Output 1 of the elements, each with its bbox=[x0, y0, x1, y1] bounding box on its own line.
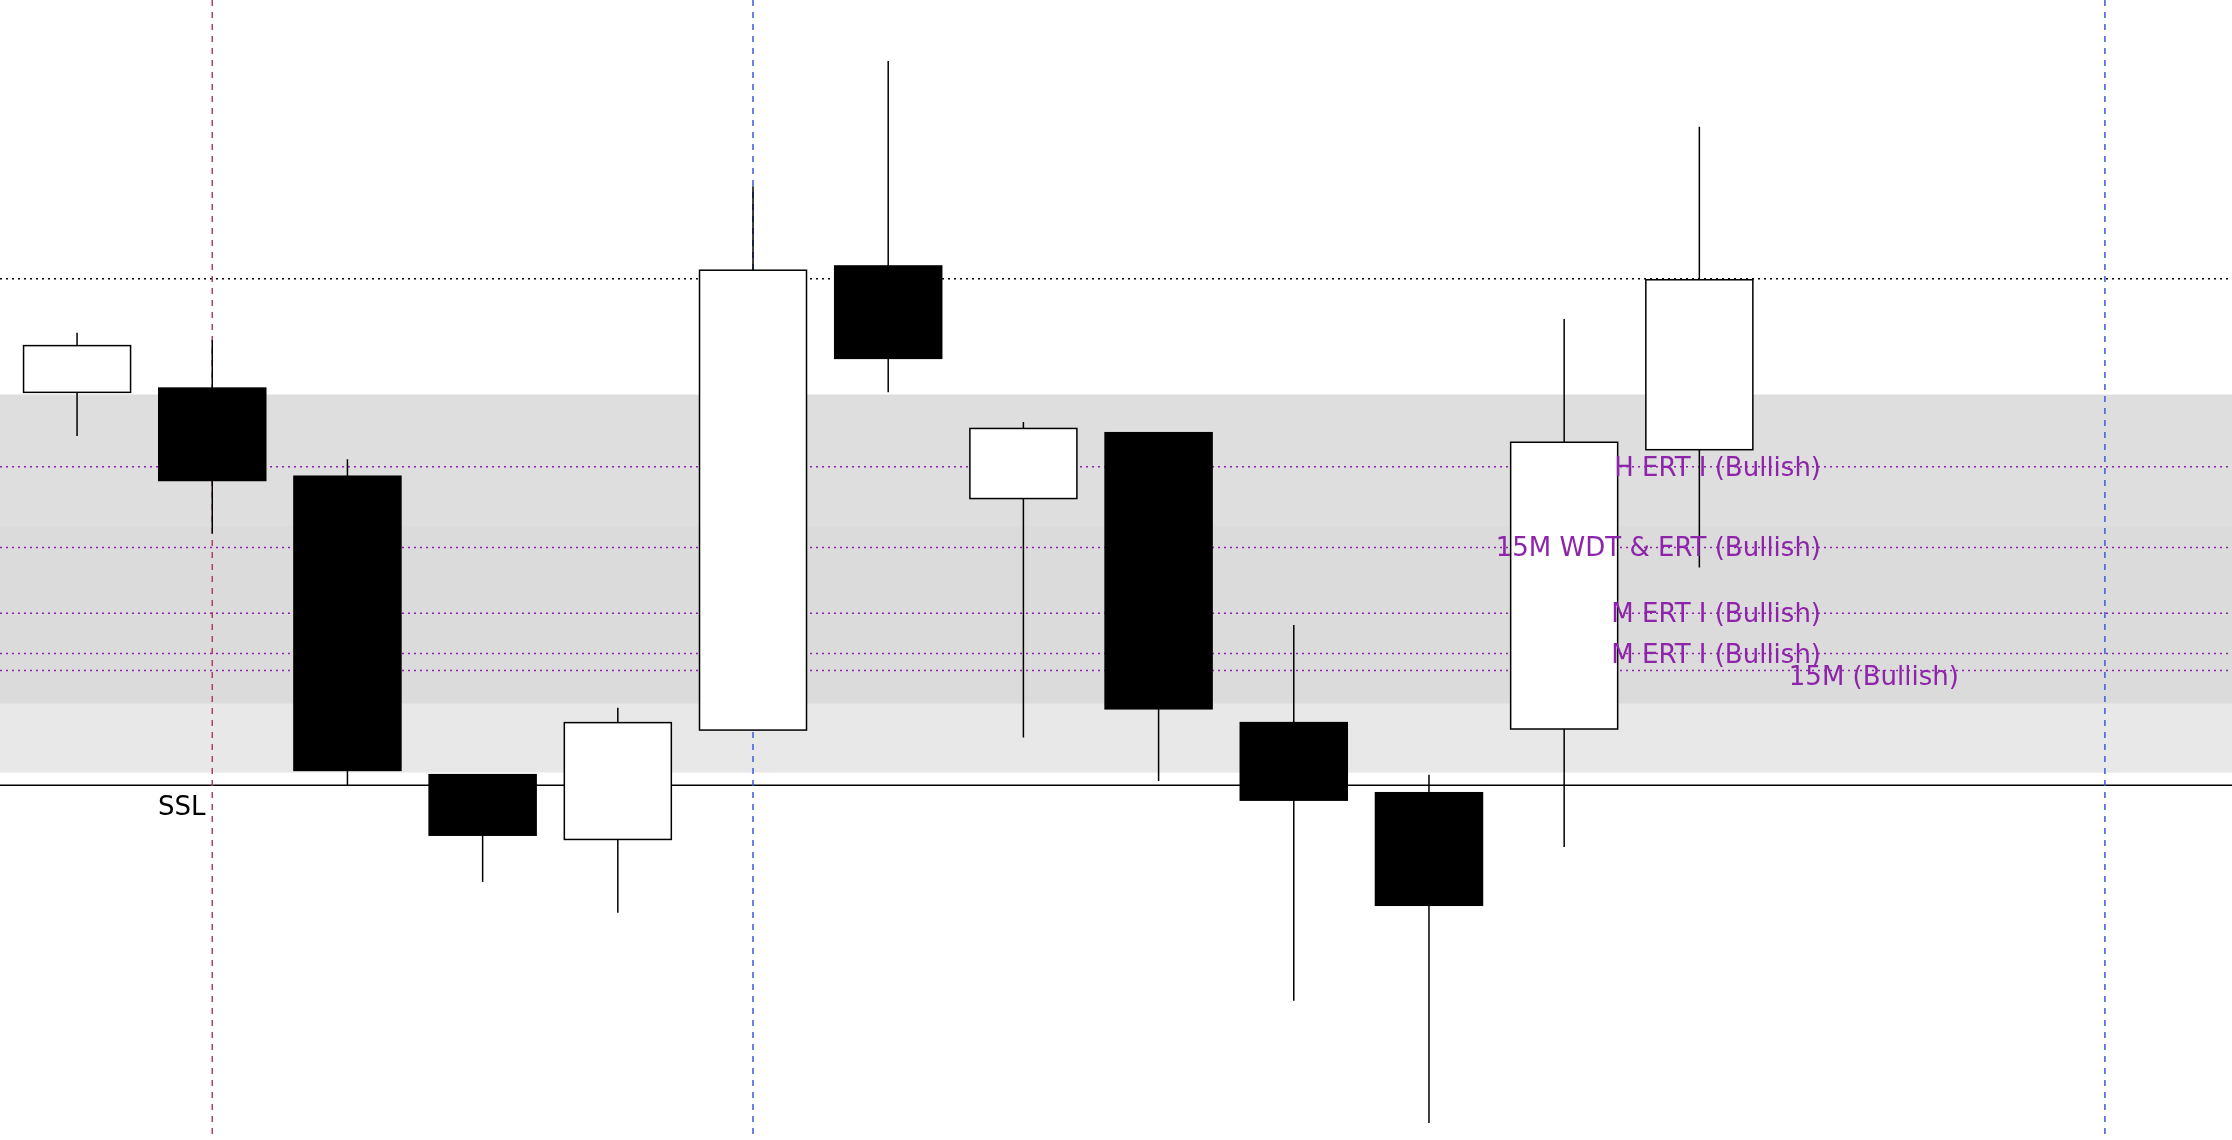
ref-line-label: SSL bbox=[157, 791, 206, 822]
